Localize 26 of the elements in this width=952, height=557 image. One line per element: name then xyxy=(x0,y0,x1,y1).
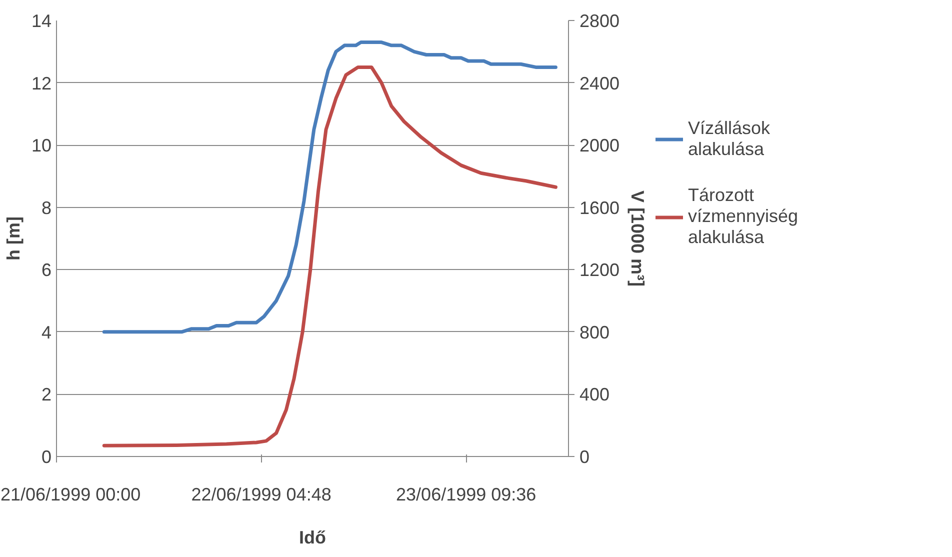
x-tick-label: 22/06/1999 04:48 xyxy=(191,484,332,504)
y-axis-title: h [m] xyxy=(3,216,24,260)
legend-label: Vízállások alakulása xyxy=(688,118,770,160)
y-tick-label: 4 xyxy=(41,322,52,342)
x-tick-label: 21/06/1999 00:00 xyxy=(0,484,141,504)
y2-tick-label: 2400 xyxy=(580,73,620,94)
y2-tick-label: 0 xyxy=(580,447,590,467)
y-tick-label: 8 xyxy=(41,198,52,218)
x-axis-title: Idő xyxy=(299,528,326,548)
y2-axis-title: V [1000 m³] xyxy=(628,190,648,287)
y-tick-label: 12 xyxy=(31,73,52,94)
y2-tick-label: 2800 xyxy=(580,11,620,31)
legend-label: Tározott vízmennyiség alakulása xyxy=(688,185,798,248)
line-series xyxy=(102,40,558,334)
y-tick-label: 6 xyxy=(41,260,52,280)
y2-tick-label: 400 xyxy=(580,384,610,405)
y-tick-label: 14 xyxy=(31,11,52,31)
y2-tick-label: 800 xyxy=(580,322,610,342)
y2-tick-label: 2000 xyxy=(580,136,620,156)
y-tick-label: 10 xyxy=(31,136,52,156)
x-tick-label: 23/06/1999 09:36 xyxy=(396,484,536,504)
line-series xyxy=(102,65,558,448)
y-tick-label: 0 xyxy=(41,447,52,467)
y-tick-label: 2 xyxy=(41,384,52,405)
y2-tick-label: 1600 xyxy=(580,198,620,218)
y2-tick-label: 1200 xyxy=(580,260,620,280)
